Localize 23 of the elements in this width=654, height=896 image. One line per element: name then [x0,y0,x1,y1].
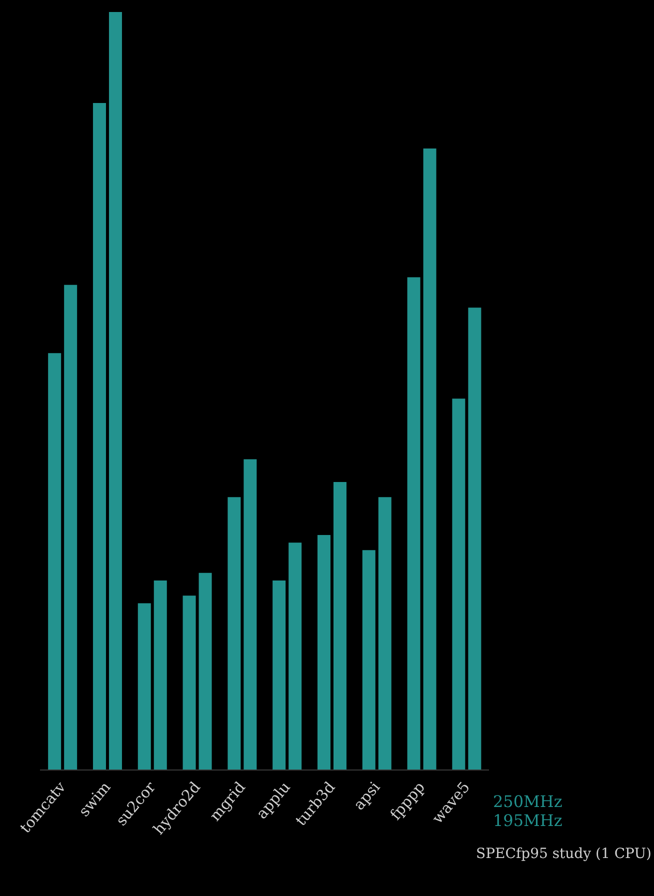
bar [182,596,196,770]
text: 195MHz [493,811,562,830]
bar [468,308,482,770]
bar [154,580,167,770]
bar [407,277,420,770]
bar [138,603,151,770]
bar [92,102,106,770]
bar [452,398,466,770]
bar [64,284,78,770]
bar [378,497,392,770]
bar [108,12,122,770]
bar [272,580,286,770]
bar [48,353,62,770]
bar [423,148,436,770]
bar [288,542,302,770]
bar [362,550,376,770]
bar [333,482,346,770]
text: SPECfp95 study (1 CPU) [476,846,652,862]
series-label: 250MHz [493,792,562,811]
bar [228,497,241,770]
bar [317,535,330,770]
bar [244,459,257,770]
bar [198,572,212,770]
